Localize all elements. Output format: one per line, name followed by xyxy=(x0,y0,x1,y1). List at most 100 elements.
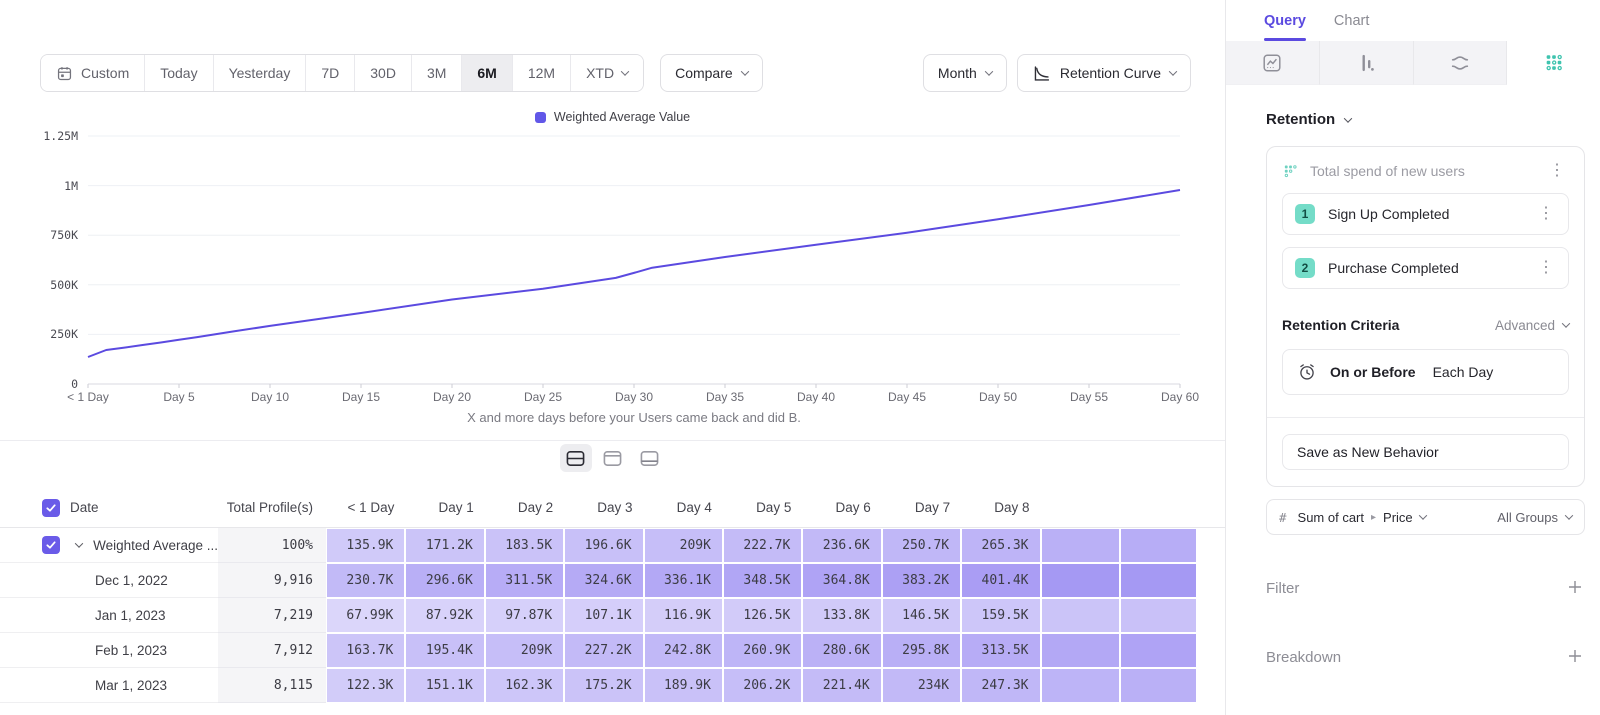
retention-value-cell: 189.9K xyxy=(643,668,723,703)
retention-value-cell: 135.9K xyxy=(326,528,406,563)
step-menu-button[interactable]: ⋮ xyxy=(1538,205,1554,222)
retention-value-cell: 324.6K xyxy=(564,563,644,598)
retention-value-cell: 195.4K xyxy=(405,633,485,668)
retention-curve-line xyxy=(87,189,1181,358)
retention-value-cell: 221.4K xyxy=(802,668,882,703)
column-header: Day 3 xyxy=(564,488,644,527)
row-label: Weighted Average ... xyxy=(93,537,218,553)
retention-value-cell: 196.6K xyxy=(564,528,644,563)
range-custom[interactable]: Custom xyxy=(41,55,146,91)
y-axis-label: 500K xyxy=(50,277,78,292)
range-30d[interactable]: 30D xyxy=(355,55,412,91)
granularity-dropdown[interactable]: Month xyxy=(922,54,1007,92)
retention-value-cell: 126.5K xyxy=(722,598,803,633)
legend-label: Weighted Average Value xyxy=(553,110,691,124)
active-tab-underline xyxy=(1264,38,1306,41)
measure-property-dropdown[interactable]: Sum of cart ▸ Price xyxy=(1298,510,1498,525)
row-label-cell: Feb 1, 2023 xyxy=(0,633,218,668)
breakdown-section: Breakdown xyxy=(1266,646,1585,669)
tab-query[interactable]: Query xyxy=(1264,13,1306,41)
retention-value-cell: 97.87K xyxy=(484,598,565,633)
row-label: Jan 1, 2023 xyxy=(95,607,166,623)
breakdown-label: Breakdown xyxy=(1266,649,1342,666)
table-row: Mar 1, 2023 8,115 122.3K 151.1K 162.3K 175.2K… xyxy=(0,668,1225,703)
event-step-1[interactable]: 1 Sign Up Completed ⋮ xyxy=(1282,193,1569,235)
range-12m[interactable]: 12M xyxy=(512,55,572,91)
retention-glyph-icon xyxy=(1282,163,1299,180)
legend-swatch xyxy=(534,111,546,123)
retention-value-cell: 163.7K xyxy=(326,633,406,668)
expand-row-button[interactable] xyxy=(73,539,85,548)
step-menu-button[interactable]: ⋮ xyxy=(1538,259,1554,276)
retention-value-cell: 230.7K xyxy=(326,563,406,598)
chart-legend[interactable]: Weighted Average Value xyxy=(0,110,1225,124)
timing-criteria-row[interactable]: On or Before Each Day xyxy=(1282,349,1569,395)
criteria-mode-dropdown[interactable]: Advanced xyxy=(1495,318,1571,333)
table-row: Dec 1, 2022 9,916 230.7K 296.6K 311.5K 324.6K… xyxy=(0,563,1225,598)
row-label-cell: Weighted Average ... xyxy=(0,528,218,563)
flows-report-tab[interactable] xyxy=(1413,41,1508,85)
retention-criteria-label: Retention Criteria xyxy=(1282,317,1400,333)
range-today[interactable]: Today xyxy=(145,55,214,91)
chevron-down-icon xyxy=(740,67,749,76)
query-panel: Retention Total spend of new users ⋮ 1 S… xyxy=(1226,111,1600,669)
y-axis-label: 1M xyxy=(64,178,78,193)
select-all-checkbox[interactable] xyxy=(42,498,60,517)
report-section-dropdown[interactable]: Retention xyxy=(1266,111,1585,128)
report-toolbar: Custom Today Yesterday 7D 30D 3M 6M 12M XTD Comp… xyxy=(40,54,1191,92)
column-header: Day 8 xyxy=(961,488,1041,527)
range-6m[interactable]: 6M xyxy=(462,55,513,91)
step-event-name: Purchase Completed xyxy=(1328,260,1459,276)
range-xtd[interactable]: XTD xyxy=(571,55,644,91)
query-builder-sidebar: Query Chart xyxy=(1225,0,1600,715)
compare-button[interactable]: Compare xyxy=(660,54,763,92)
retention-value-cell xyxy=(1119,563,1197,598)
retention-value-cell: 162.3K xyxy=(484,668,565,703)
tab-chart[interactable]: Chart xyxy=(1334,13,1369,41)
retention-value-cell: 122.3K xyxy=(326,668,406,703)
add-breakdown-button[interactable] xyxy=(1565,646,1585,669)
retention-value-cell: 209K xyxy=(643,528,723,563)
funnels-report-tab[interactable] xyxy=(1319,41,1414,85)
insights-report-tab[interactable] xyxy=(1226,41,1320,85)
retention-value-cell: 250.7K xyxy=(881,528,962,563)
step-number-badge: 2 xyxy=(1295,258,1315,278)
event-step-2[interactable]: 2 Purchase Completed ⋮ xyxy=(1282,247,1569,289)
row-label: Dec 1, 2022 xyxy=(95,572,168,588)
chart-type-dropdown[interactable]: Retention Curve xyxy=(1016,54,1191,92)
retention-value-cell: 401.4K xyxy=(961,563,1041,598)
x-axis-caption: X and more days before your Users came b… xyxy=(467,410,801,425)
range-yesterday[interactable]: Yesterday xyxy=(213,55,307,91)
groups-label: All Groups xyxy=(1497,509,1558,525)
tab-chart-label: Chart xyxy=(1333,13,1370,29)
x-axis-label: Day 25 xyxy=(523,390,563,404)
save-as-new-behavior-button[interactable]: Save as New Behavior xyxy=(1282,434,1569,470)
split-view-button[interactable] xyxy=(559,444,592,472)
retention-value-cell xyxy=(1119,668,1197,703)
results-table: Date Total Profile(s) < 1 Day Day 1 Day 2 Day… xyxy=(0,488,1225,703)
groups-dropdown[interactable]: All Groups xyxy=(1497,509,1574,525)
retention-value-cell: 348.5K xyxy=(722,563,803,598)
range-7d[interactable]: 7D xyxy=(306,55,356,91)
retention-value-cell: 107.1K xyxy=(564,598,644,633)
range-3m[interactable]: 3M xyxy=(411,55,463,91)
retention-report-tab[interactable] xyxy=(1507,41,1600,85)
x-axis-label: < 1 Day xyxy=(67,390,109,404)
step-event-name: Sign Up Completed xyxy=(1328,206,1450,222)
chevron-down-icon xyxy=(1168,67,1178,76)
chevron-down-icon xyxy=(984,67,994,76)
granularity-label: Month xyxy=(937,65,977,81)
column-header: Day 1 xyxy=(405,488,485,527)
chart-only-view-button[interactable] xyxy=(597,444,629,472)
row-checkbox[interactable] xyxy=(42,536,60,554)
add-filter-button[interactable] xyxy=(1565,577,1585,600)
behavior-menu-button[interactable]: ⋮ xyxy=(1549,162,1565,179)
retention-value-cell: 383.2K xyxy=(881,563,962,598)
chevron-down-icon xyxy=(1561,319,1571,328)
table-only-view-button[interactable] xyxy=(634,444,666,472)
retention-value-cell: 247.3K xyxy=(961,668,1041,703)
retention-value-cell: 151.1K xyxy=(405,668,485,703)
retention-value-cell: 280.6K xyxy=(802,633,882,668)
retention-value-cell: 67.99K xyxy=(326,598,406,633)
